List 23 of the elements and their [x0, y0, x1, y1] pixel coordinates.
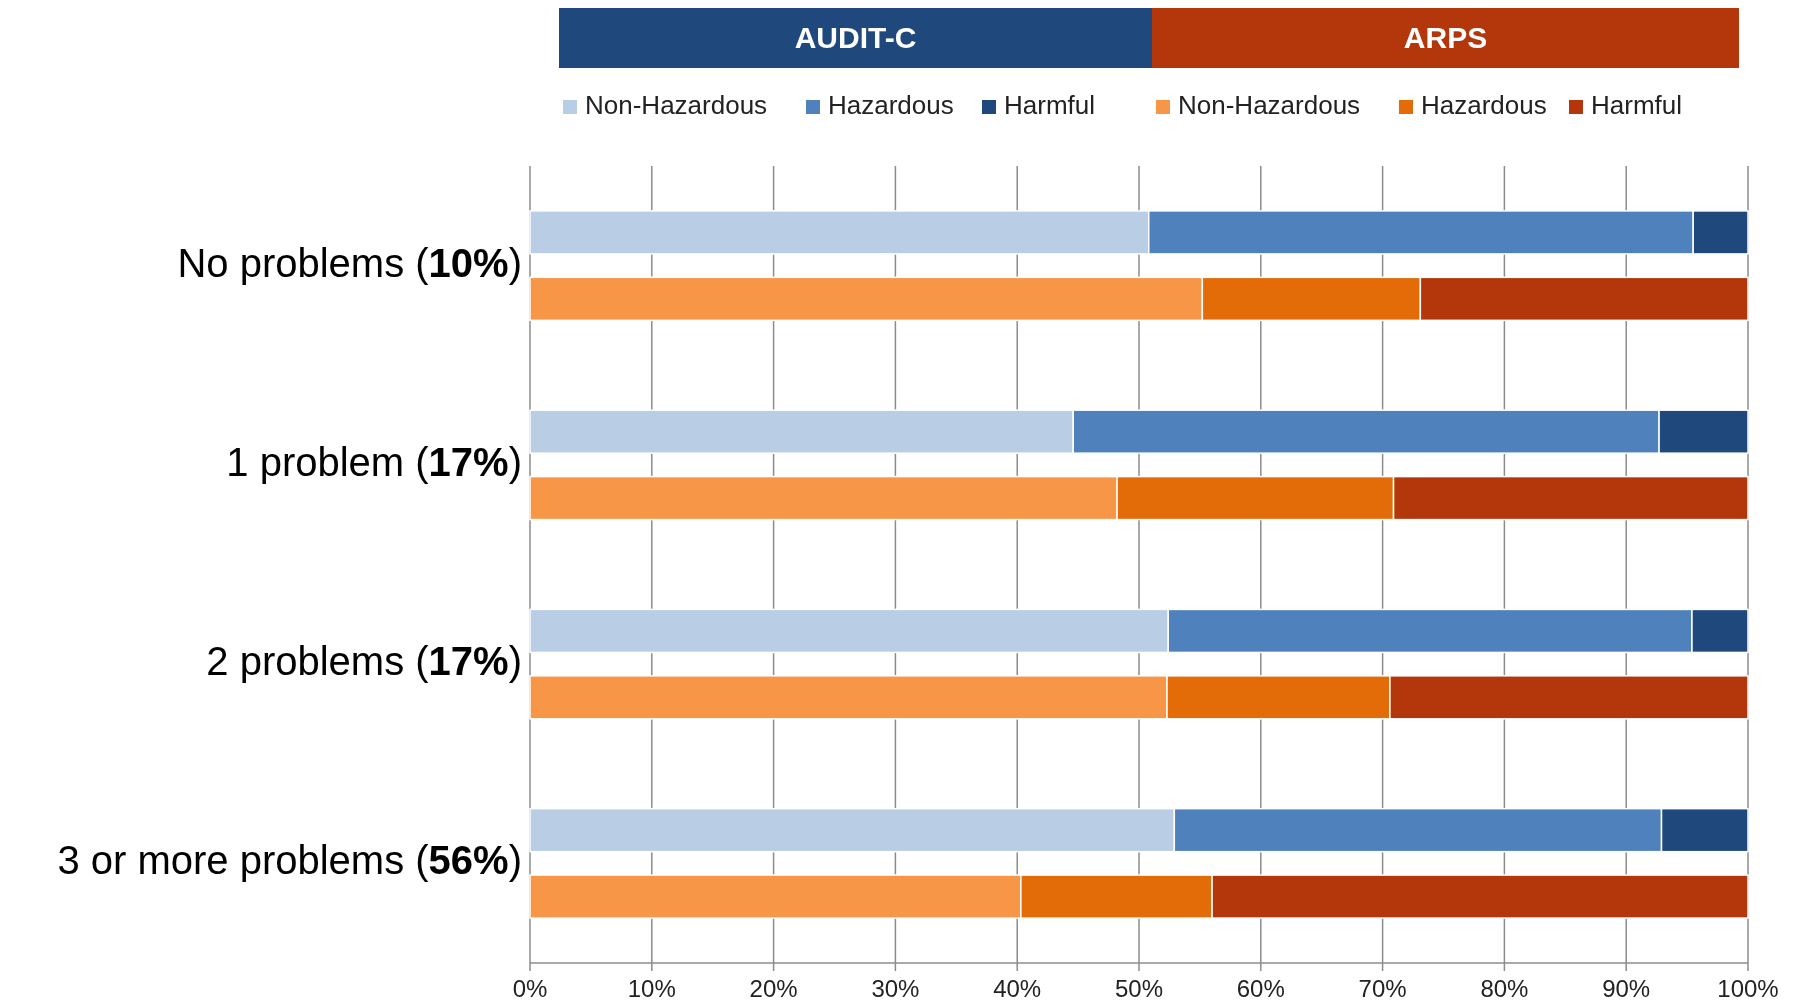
- y-tick-label: 1 problem (17%): [226, 439, 522, 484]
- x-tick-label: 10%: [627, 975, 676, 1002]
- legend-label: Hazardous: [828, 89, 954, 120]
- y-tick-label: No problems (10%): [177, 240, 522, 285]
- x-tick-label: 90%: [1602, 975, 1651, 1002]
- x-tick-label: 0%: [512, 975, 548, 1002]
- y-tick-label: 2 problems (17%): [206, 638, 522, 683]
- text: ARPS: [1403, 20, 1488, 54]
- x-tick-label: 80%: [1480, 975, 1529, 1002]
- y-tick-label: 3 or more problems (56%): [57, 837, 522, 882]
- x-tick-label: 60%: [1236, 975, 1285, 1002]
- legend-label: Hazardous: [1421, 89, 1547, 120]
- x-tick-label: 70%: [1358, 975, 1407, 1002]
- text: AUDIT-C: [794, 20, 917, 54]
- legend-label: Non-Hazardous: [1178, 89, 1361, 120]
- x-tick-label: 30%: [871, 975, 920, 1002]
- legend-label: Non-Hazardous: [585, 89, 768, 120]
- legend-label: Harmful: [1591, 89, 1683, 120]
- x-tick-label: 20%: [749, 975, 798, 1002]
- x-tick-label: 50%: [1114, 975, 1164, 1002]
- x-tick-label: 100%: [1717, 975, 1779, 1002]
- legend-label: Harmful: [1004, 89, 1096, 120]
- x-tick-label: 40%: [993, 975, 1042, 1002]
